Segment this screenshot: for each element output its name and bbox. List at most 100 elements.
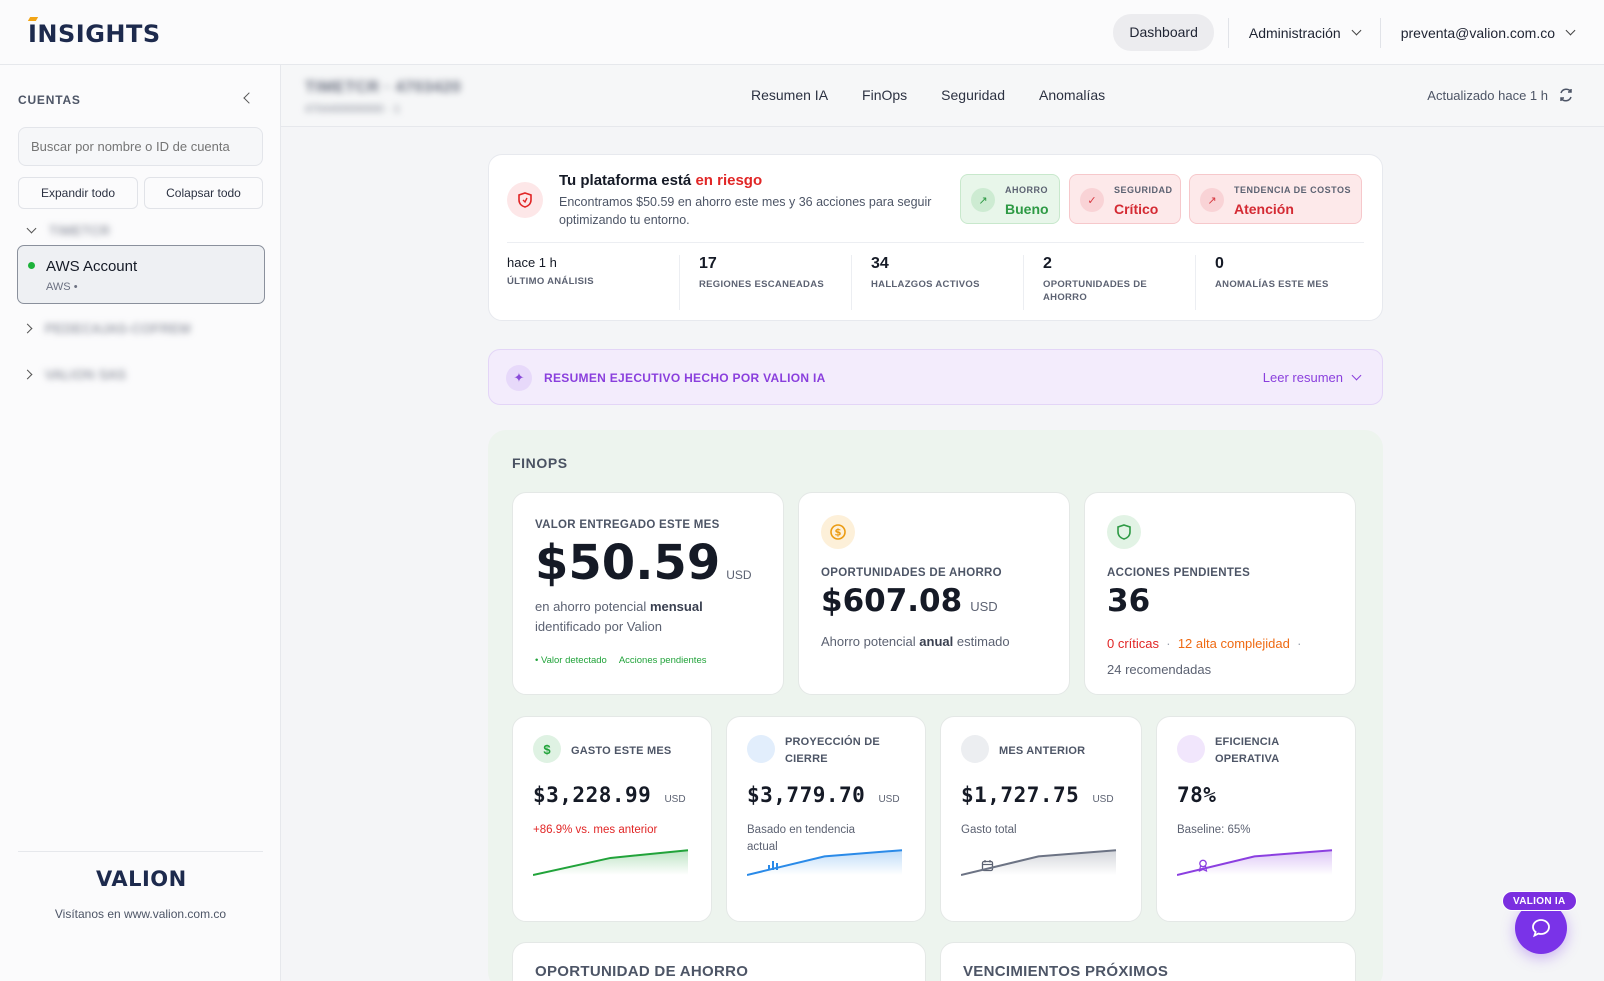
status-badge-tendencia[interactable]: ↗ TENDENCIA DE COSTOS Atención: [1189, 174, 1362, 224]
delivered-value-card: VALOR ENTREGADO ESTE MES $50.59 USD en a…: [512, 492, 784, 695]
tab-finops[interactable]: FinOps: [862, 87, 908, 103]
chevron-down-icon: [1565, 25, 1576, 36]
account-group[interactable]: VALION SAS: [22, 367, 127, 382]
tab-resumen-ia[interactable]: Resumen IA: [751, 87, 829, 103]
delivered-tags: • Valor detectado Acciones pendientes: [535, 655, 706, 666]
dollar-icon: $: [533, 735, 561, 763]
amount-value: $50.59: [535, 535, 721, 591]
operational-efficiency-card: EFICIENCIA OPERATIVA 78% Baseline: 65%: [1156, 716, 1356, 922]
sparkline-chart: [747, 849, 903, 876]
savings-amount: $607.08 USD: [821, 583, 998, 619]
section-title: FINOPS: [512, 455, 568, 471]
sparkline-line: [533, 849, 689, 876]
trend-up-icon: ↗: [971, 188, 995, 212]
card-note: Basado en tendencia actual: [747, 824, 856, 853]
valion-ia-tag[interactable]: VALION IA: [1502, 891, 1577, 911]
collapse-sidebar-icon[interactable]: [243, 92, 255, 104]
account-name: AWS Account: [46, 258, 138, 275]
metric-last-analysis: hace 1 h ÚLTIMO ANÁLISIS: [507, 255, 667, 288]
tag-pending: Acciones pendientes: [618, 655, 707, 666]
expand-all-button[interactable]: Expandir todo: [18, 177, 138, 209]
metric-label: OPORTUNIDADES DE AHORRO: [1043, 279, 1148, 303]
divider: [507, 242, 1364, 243]
account-group[interactable]: TIMETCR: [26, 223, 111, 238]
shield-alert-icon: [507, 182, 543, 218]
divider: [18, 851, 263, 852]
tag-detected: • Valor detectado: [535, 655, 607, 666]
status-label: TENDENCIA DE COSTOS: [1234, 185, 1352, 195]
dollar-coin-icon: $: [821, 515, 855, 549]
high-complexity-count: 12 alta complejidad: [1177, 636, 1290, 651]
pending-count: 36: [1107, 583, 1151, 619]
refresh-icon[interactable]: [1558, 87, 1574, 103]
account-group-label: PEDECAJAS-COFREM: [45, 321, 191, 336]
section-tabs: Resumen IA FinOps Seguridad Anomalías: [751, 87, 1105, 103]
card-value: 78%: [1177, 783, 1216, 807]
status-value: Bueno: [1005, 201, 1049, 217]
top-nav: Dashboard Administración preventa@valion…: [1113, 14, 1580, 51]
sparkline-line: [1177, 849, 1333, 876]
dashboard-button[interactable]: Dashboard: [1113, 14, 1214, 51]
chevron-down-icon: [1351, 25, 1362, 36]
svg-text:$: $: [835, 528, 842, 539]
sparkline-area: [961, 850, 1116, 875]
metric-value: hace 1 h: [507, 255, 557, 270]
spend-this-month-card: $ GASTO ESTE MES $3,228.99 USD +86.9% vs…: [512, 716, 712, 922]
executive-title: RESUMEN EJECUTIVO HECHO POR VALION IA: [544, 371, 826, 385]
account-group-label: TIMETCR: [49, 223, 111, 238]
valion-logo: VALION: [96, 867, 187, 891]
sparkline-line: [747, 849, 903, 876]
top-header: INSIGHTS Dashboard Administración preven…: [0, 0, 1604, 65]
read-summary-button[interactable]: Leer resumen: [1263, 370, 1362, 385]
card-value: $3,228.99 USD: [533, 783, 686, 807]
admin-menu[interactable]: Administración: [1243, 25, 1366, 41]
user-menu[interactable]: preventa@valion.com.co: [1395, 25, 1580, 41]
insights-logo[interactable]: INSIGHTS: [27, 17, 161, 48]
card-label: VALOR ENTREGADO ESTE MES: [535, 519, 720, 531]
metric-value: 17: [699, 255, 717, 272]
risk-title-prefix: Tu plataforma está: [559, 172, 692, 189]
updated-label: Actualizado hace 1 h: [1427, 87, 1548, 103]
account-search-input[interactable]: [18, 127, 263, 166]
sidebar-title: CUENTAS: [18, 93, 81, 107]
finops-section: FINOPS VALOR ENTREGADO ESTE MES $50.59 U…: [488, 430, 1383, 981]
caption-a: en ahorro potencial: [535, 599, 647, 614]
sparkline-chart: [533, 849, 689, 876]
collapse-all-button[interactable]: Colapsar todo: [144, 177, 263, 209]
previous-month-card: MES ANTERIOR $1,727.75 USD Gasto total: [940, 716, 1142, 922]
tab-anomalias[interactable]: Anomalías: [1039, 87, 1106, 103]
executive-summary-bar[interactable]: ✦ RESUMEN EJECUTIVO HECHO POR VALION IA …: [488, 349, 1383, 405]
risk-title: Tu plataforma está en riesgo: [559, 172, 762, 189]
value-unit: USD: [878, 794, 900, 805]
card-value: $1,727.75 USD: [961, 783, 1114, 807]
divider: [1379, 17, 1381, 48]
status-badge-ahorro[interactable]: ↗ AHORRO Bueno: [960, 174, 1060, 224]
footer-text[interactable]: Visítanos en www.valion.com.co: [54, 907, 227, 921]
caption-c: identificado por Valion: [535, 619, 662, 634]
account-id: 4704400000000 · 1: [305, 104, 401, 115]
status-badge-seguridad[interactable]: ✓ SEGURIDAD Crítico: [1069, 174, 1181, 224]
chevron-right-icon: [22, 369, 33, 380]
caption-b: mensual: [649, 599, 703, 614]
card-caption: en ahorro potencial mensual identificado…: [535, 597, 755, 637]
card-label: OPORTUNIDADES DE AHORRO: [821, 567, 1002, 579]
tab-seguridad[interactable]: Seguridad: [941, 87, 1005, 103]
metric-opportunities: 2 OPORTUNIDADES DE AHORRO: [1043, 255, 1163, 304]
sub-header: TIMETCR · 4703420 4704400000000 · 1 Resu…: [281, 65, 1604, 127]
value-unit: USD: [1092, 794, 1114, 805]
sparkle-icon: ✦: [506, 365, 532, 391]
value-number: $3,228.99: [533, 783, 652, 807]
accounts-sidebar: CUENTAS Expandir todo Colapsar todo TIME…: [0, 65, 281, 981]
account-group-label: VALION SAS: [45, 367, 127, 382]
risk-status: en riesgo: [695, 172, 763, 189]
selected-account[interactable]: AWS Account AWS •: [17, 245, 265, 304]
critical-count: 0 críticas: [1107, 636, 1160, 651]
sparkline-area: [747, 850, 902, 875]
sparkline-area: [1177, 850, 1332, 875]
metric-regions: 17 REGIONES ESCANEADAS: [699, 255, 859, 291]
savings-opportunities-card: $ OPORTUNIDADES DE AHORRO $607.08 USD Ah…: [798, 492, 1070, 695]
account-provider: AWS •: [46, 281, 78, 293]
account-group[interactable]: PEDECAJAS-COFREM: [22, 321, 191, 336]
recommended-count: 24 recomendadas: [1107, 662, 1212, 677]
amount-value: $607.08: [821, 583, 963, 619]
